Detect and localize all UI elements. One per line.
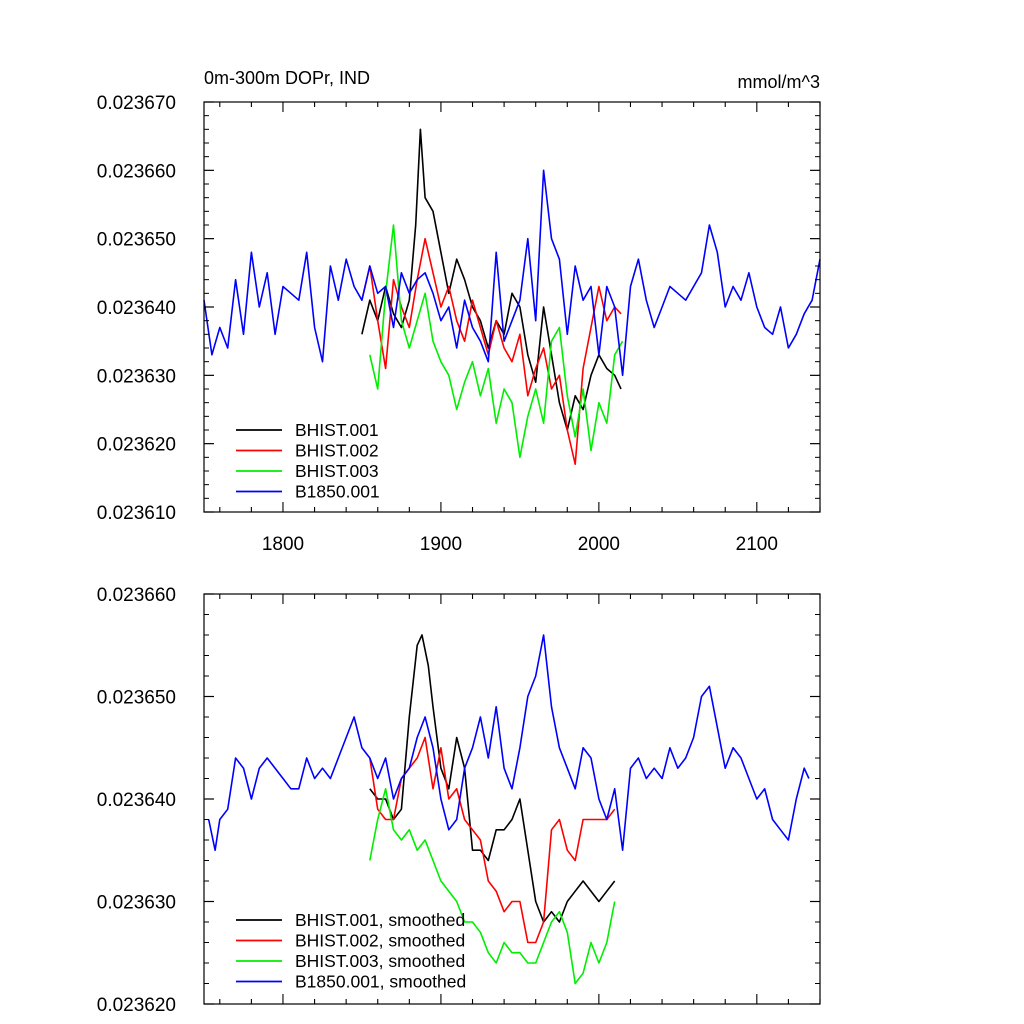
top-ytick-label: 0.023630 [97, 366, 176, 387]
top-series-0-line [361, 128, 622, 431]
bottom-series-0-line [369, 634, 616, 923]
top-series-3-line [203, 169, 821, 377]
top-legend-label-2: BHIST.003 [295, 461, 379, 481]
top-xtick-label: 2100 [736, 534, 778, 555]
bottom-chart: 0.023620 0.023630 0.023640 0.023650 0.023660… [97, 585, 821, 1016]
top-ytick-label: 0.023670 [97, 93, 176, 114]
bottom-ytick-label: 0.023640 [97, 790, 176, 811]
top-ytick-label: 0.023660 [97, 161, 176, 182]
top-xtick-label: 1900 [420, 534, 462, 555]
bottom-legend-label-2: BHIST.003, smoothed [295, 951, 465, 971]
top-legend-label-1: BHIST.002 [295, 441, 379, 461]
top-xtick-label: 1800 [262, 534, 304, 555]
bottom-series-1-line [369, 736, 616, 944]
bottom-legend-label-3: B1850.001, smoothed [295, 972, 466, 992]
bottom-series-3-line [207, 634, 810, 852]
top-chart-title: 0m-300m DOPr, IND [204, 68, 370, 88]
bottom-legend-label-1: BHIST.002, smoothed [295, 931, 465, 951]
top-ytick-label: 0.023640 [97, 298, 176, 319]
top-legend-label-3: B1850.001 [295, 482, 380, 502]
top-chart: 0.023610 0.023620 0.023630 0.023640 0.023650… [97, 93, 821, 555]
top-ytick-label: 0.023620 [97, 435, 176, 456]
top-ytick-label: 0.023650 [97, 230, 176, 251]
bottom-legend-label-0: BHIST.001, smoothed [295, 910, 465, 930]
bottom-ytick-label: 0.023630 [97, 893, 176, 914]
top-series-2-line [369, 224, 624, 459]
top-ytick-label: 0.023610 [97, 503, 176, 524]
top-legend-label-0: BHIST.001 [295, 420, 379, 440]
bottom-ytick-label: 0.023660 [97, 585, 176, 606]
bottom-series-2-line [369, 787, 616, 985]
bottom-ytick-label: 0.023650 [97, 688, 176, 709]
bottom-ytick-label: 0.023620 [97, 995, 176, 1016]
top-xtick-label: 2000 [578, 534, 620, 555]
top-chart-units: mmol/m^3 [738, 72, 820, 92]
